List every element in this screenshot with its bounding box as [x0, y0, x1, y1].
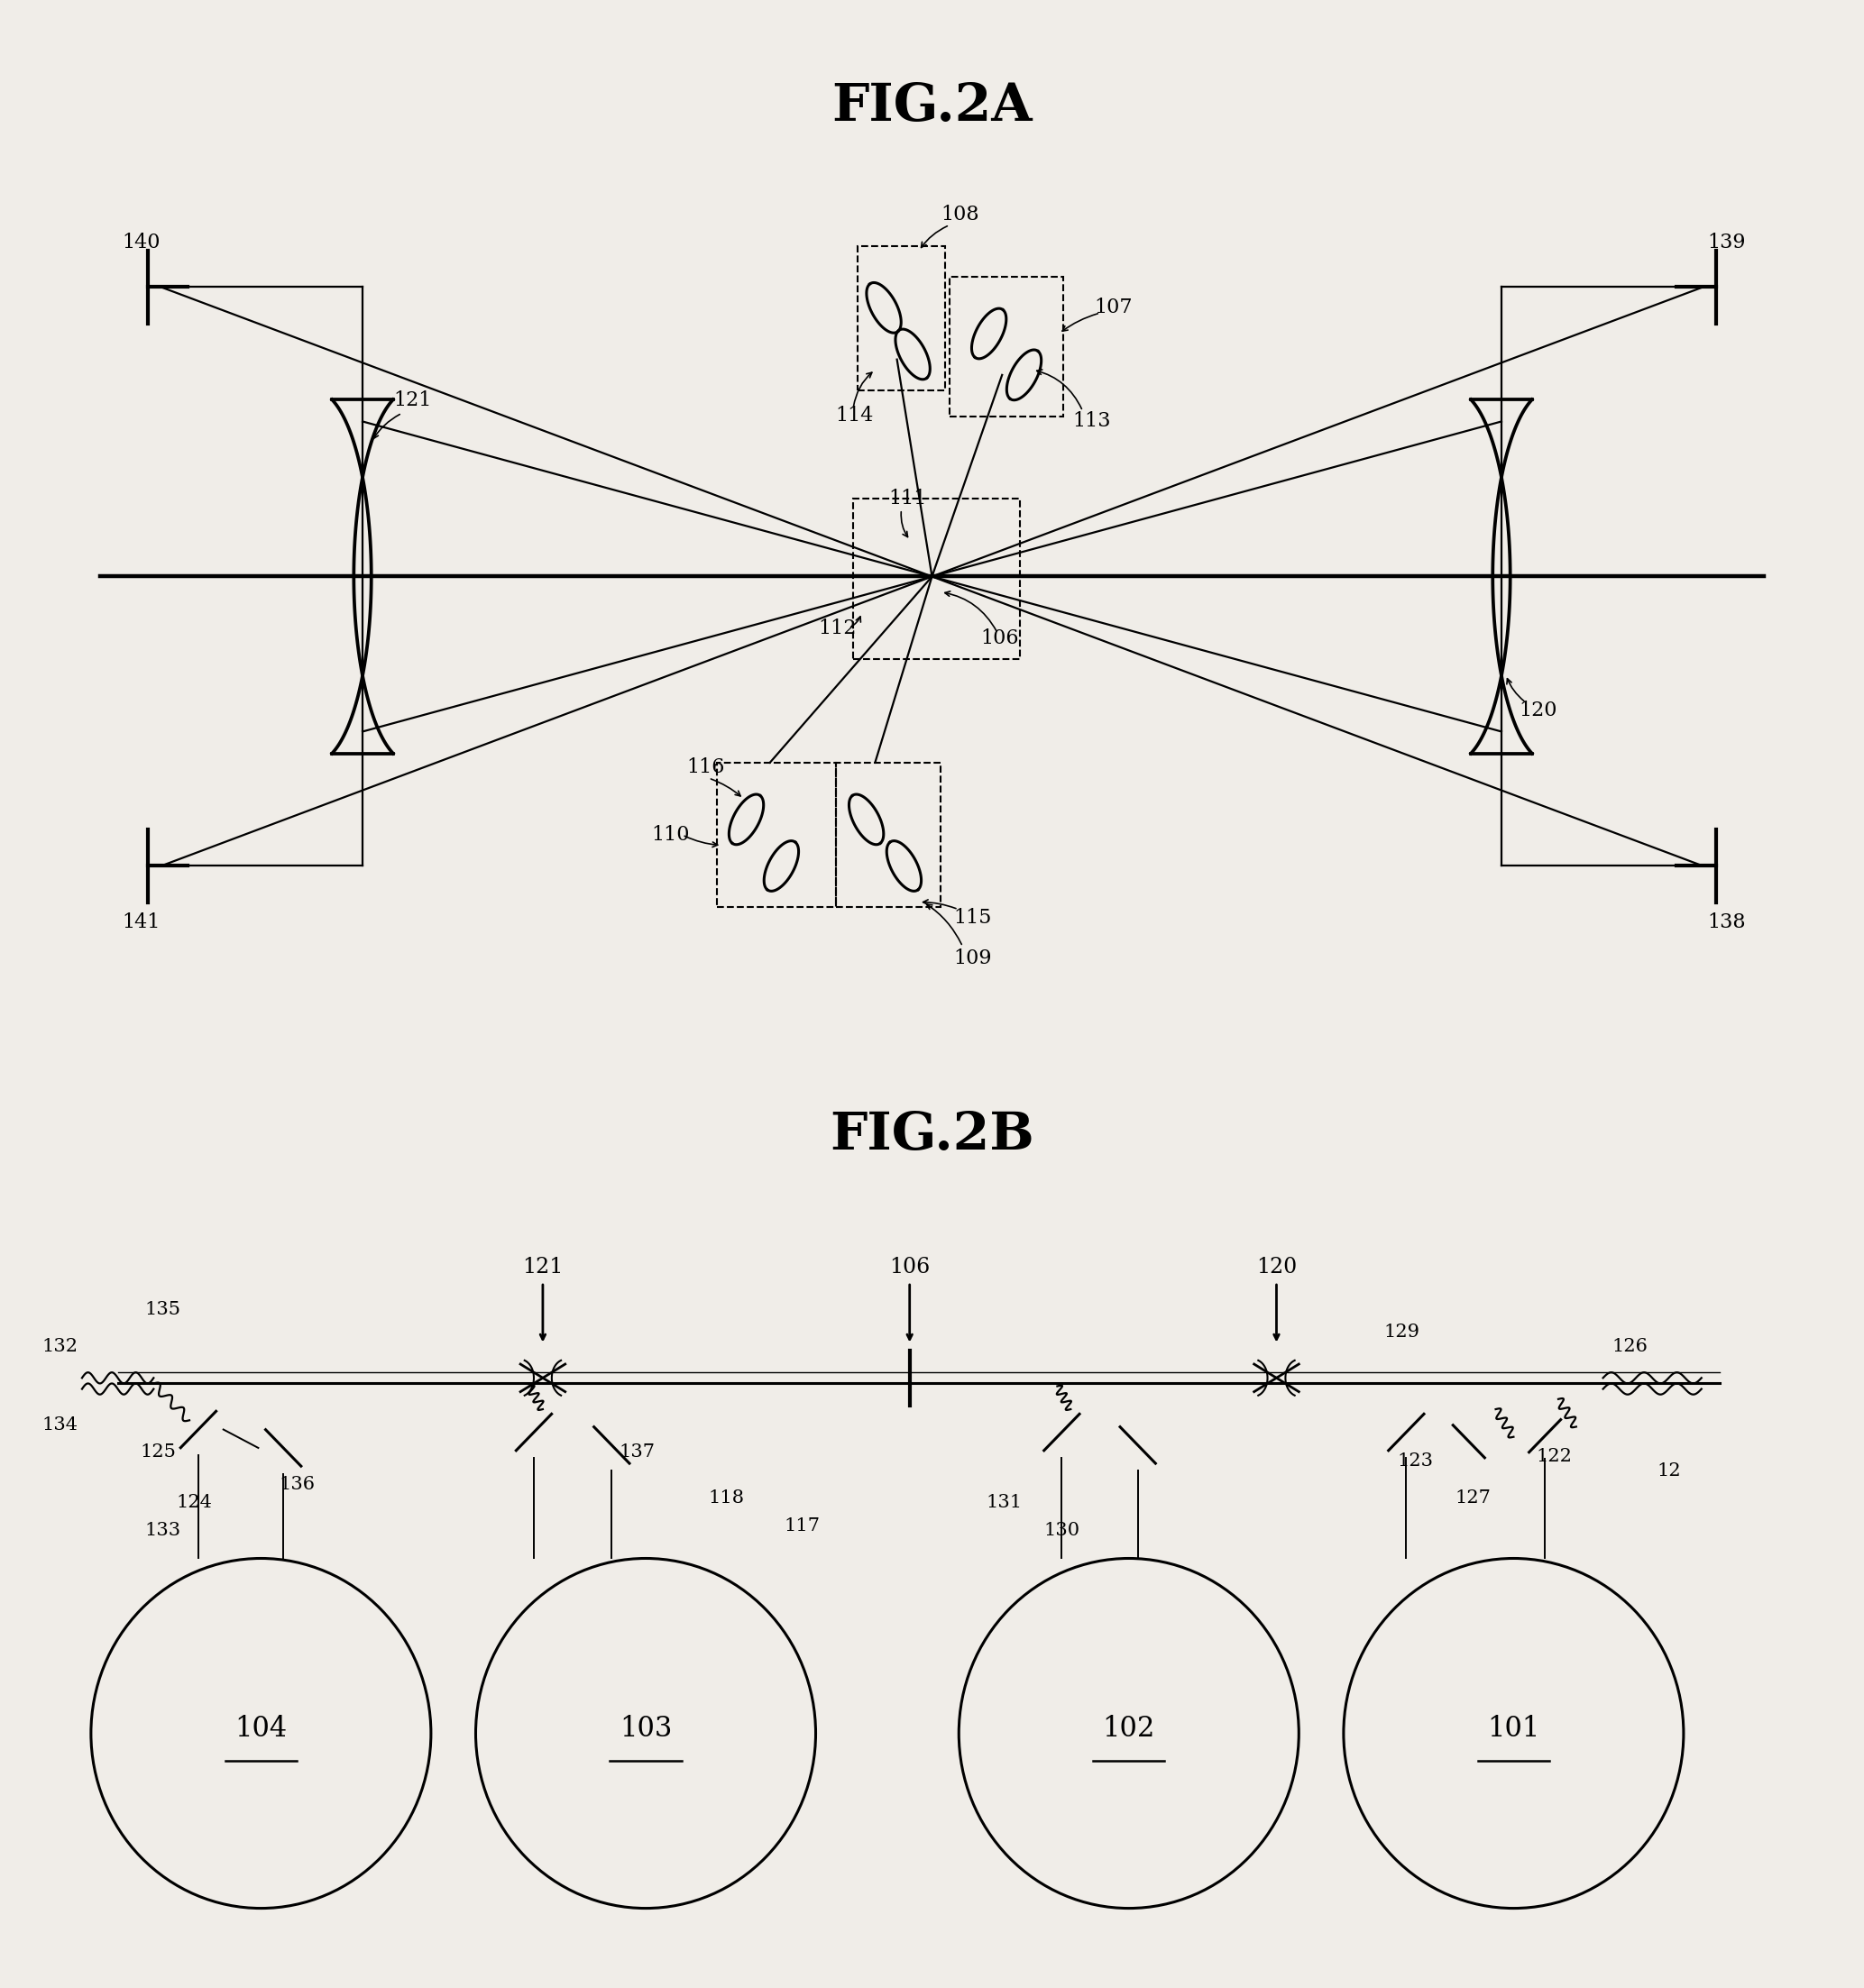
Text: 132: 132: [41, 1338, 78, 1354]
Text: 113: 113: [1072, 412, 1111, 431]
Text: 125: 125: [140, 1443, 175, 1461]
Text: 134: 134: [41, 1415, 78, 1433]
Text: 114: 114: [835, 406, 874, 425]
Text: 101: 101: [1487, 1716, 1540, 1743]
Text: 140: 140: [121, 233, 160, 252]
Text: 104: 104: [235, 1716, 287, 1743]
Text: 130: 130: [1044, 1523, 1079, 1539]
Text: 122: 122: [1536, 1447, 1571, 1465]
Text: 12: 12: [1657, 1461, 1681, 1479]
Text: 106: 106: [889, 1256, 930, 1278]
Text: 141: 141: [121, 912, 160, 932]
Text: 129: 129: [1383, 1324, 1420, 1342]
Text: FIG.2A: FIG.2A: [831, 82, 1033, 131]
Text: 116: 116: [686, 757, 725, 777]
Text: 106: 106: [980, 628, 1018, 648]
Text: 133: 133: [145, 1523, 181, 1539]
Text: 107: 107: [1094, 298, 1133, 318]
Text: 117: 117: [785, 1517, 820, 1535]
Text: 138: 138: [1707, 912, 1747, 932]
Text: 112: 112: [818, 618, 856, 638]
Text: FIG.2B: FIG.2B: [829, 1109, 1035, 1161]
Text: 121: 121: [393, 390, 431, 410]
Text: 108: 108: [941, 205, 979, 225]
Text: 118: 118: [708, 1489, 744, 1507]
Text: 121: 121: [522, 1256, 563, 1278]
Text: 120: 120: [1519, 700, 1556, 720]
Text: 123: 123: [1398, 1453, 1433, 1469]
Text: 115: 115: [954, 907, 992, 926]
Text: 120: 120: [1256, 1256, 1297, 1278]
Text: 109: 109: [954, 948, 992, 968]
Text: 135: 135: [145, 1300, 181, 1318]
Text: 131: 131: [986, 1495, 1021, 1511]
Text: 139: 139: [1707, 233, 1747, 252]
Text: 124: 124: [175, 1495, 212, 1511]
Text: 110: 110: [652, 825, 690, 845]
Text: 102: 102: [1102, 1716, 1156, 1743]
Text: 127: 127: [1456, 1489, 1491, 1507]
Text: 111: 111: [889, 489, 926, 509]
Text: 103: 103: [619, 1716, 673, 1743]
Text: 137: 137: [619, 1443, 654, 1461]
Text: 126: 126: [1612, 1338, 1648, 1354]
Text: 136: 136: [280, 1475, 315, 1493]
